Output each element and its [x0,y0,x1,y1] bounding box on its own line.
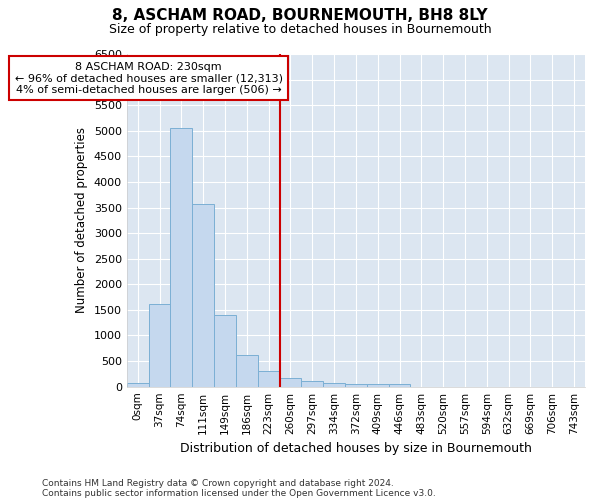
Bar [323,382,345,386]
X-axis label: Distribution of detached houses by size in Bournemouth: Distribution of detached houses by size … [180,442,532,455]
Bar [149,304,170,386]
Bar [193,204,214,386]
Bar [214,315,236,386]
Bar [258,372,280,386]
Y-axis label: Number of detached properties: Number of detached properties [76,128,88,314]
Text: 8, ASCHAM ROAD, BOURNEMOUTH, BH8 8LY: 8, ASCHAM ROAD, BOURNEMOUTH, BH8 8LY [112,8,488,22]
Bar [127,383,149,386]
Text: Contains HM Land Registry data © Crown copyright and database right 2024.: Contains HM Land Registry data © Crown c… [42,478,394,488]
Bar [301,381,323,386]
Bar [170,128,193,386]
Text: Size of property relative to detached houses in Bournemouth: Size of property relative to detached ho… [109,22,491,36]
Text: 8 ASCHAM ROAD: 230sqm
← 96% of detached houses are smaller (12,313)
4% of semi-d: 8 ASCHAM ROAD: 230sqm ← 96% of detached … [14,62,283,95]
Bar [345,384,367,386]
Bar [280,378,301,386]
Bar [236,354,258,386]
Text: Contains public sector information licensed under the Open Government Licence v3: Contains public sector information licen… [42,488,436,498]
Bar [389,384,410,386]
Bar [367,384,389,386]
